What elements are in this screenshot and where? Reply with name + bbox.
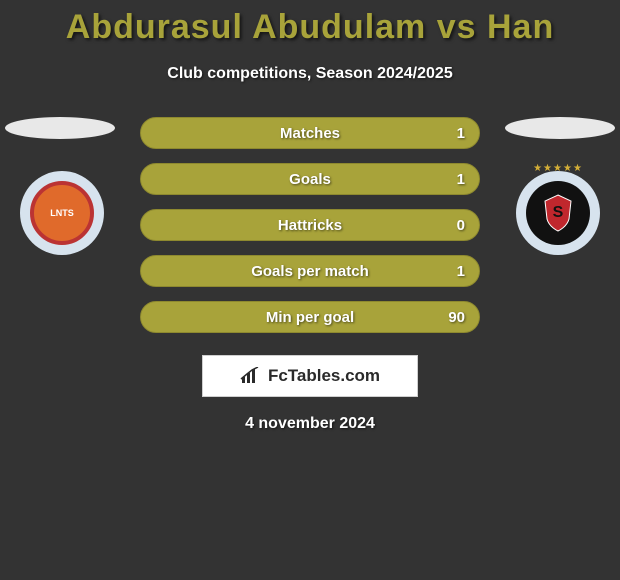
stat-bar: Goals 1 xyxy=(140,163,480,195)
left-player-platform xyxy=(5,117,115,139)
stat-label: Min per goal xyxy=(266,309,354,326)
stat-bar-list: Matches 1 Goals 1 Hattricks 0 Goals per match 1… xyxy=(140,117,480,333)
stat-value: 0 xyxy=(457,217,465,234)
stat-value: 90 xyxy=(448,309,465,326)
stat-label: Goals xyxy=(289,171,331,188)
left-team-logo: LNTS xyxy=(20,171,104,255)
comparison-panel: LNTS ★★★★★ S Matches 1 Goals 1 Hattricks 0 Goa… xyxy=(0,117,620,433)
brand-badge: FcTables.com xyxy=(202,355,418,397)
stat-value: 1 xyxy=(457,263,465,280)
right-team-logo-inner: S xyxy=(526,181,590,245)
stat-bar: Matches 1 xyxy=(140,117,480,149)
shield-icon: S xyxy=(541,193,575,233)
stat-label: Matches xyxy=(280,125,340,142)
comparison-title: Abdurasul Abudulam vs Han xyxy=(0,0,620,47)
season-subtitle: Club competitions, Season 2024/2025 xyxy=(0,65,620,83)
stat-bar: Goals per match 1 xyxy=(140,255,480,287)
right-team-stars-icon: ★★★★★ xyxy=(533,163,583,174)
right-player-platform xyxy=(505,117,615,139)
right-team-logo: ★★★★★ S xyxy=(516,171,600,255)
brand-text: FcTables.com xyxy=(268,366,380,386)
bar-chart-icon xyxy=(240,367,262,385)
stat-label: Hattricks xyxy=(278,217,342,234)
svg-text:S: S xyxy=(553,204,564,221)
stat-label: Goals per match xyxy=(251,263,369,280)
left-team-logo-inner: LNTS xyxy=(30,181,94,245)
stat-value: 1 xyxy=(457,125,465,142)
stat-bar: Hattricks 0 xyxy=(140,209,480,241)
snapshot-date: 4 november 2024 xyxy=(0,415,620,433)
stat-bar: Min per goal 90 xyxy=(140,301,480,333)
stat-value: 1 xyxy=(457,171,465,188)
